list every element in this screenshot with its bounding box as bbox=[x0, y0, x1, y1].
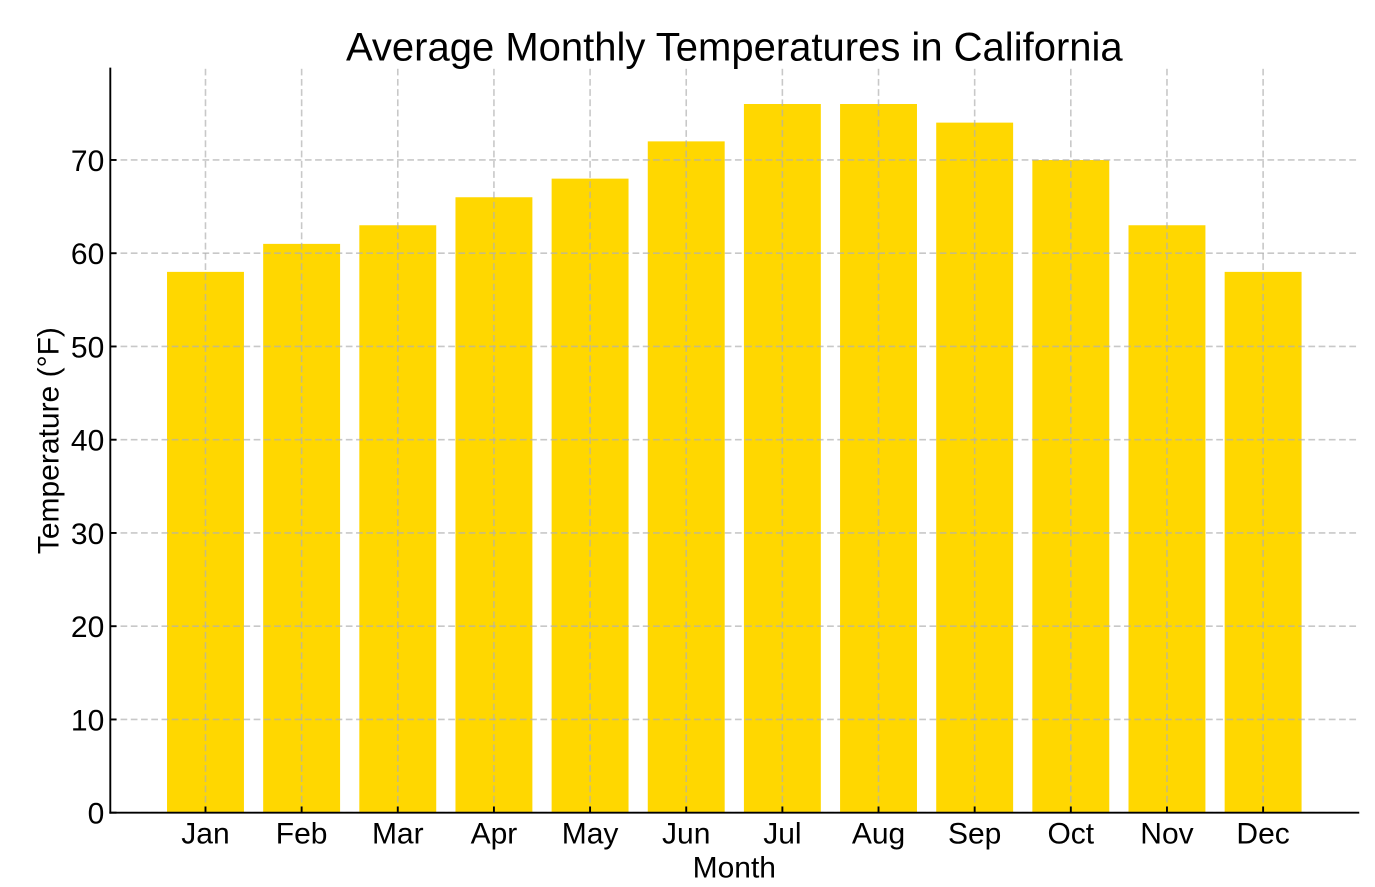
svg-text:Average Monthly Temperatures i: Average Monthly Temperatures in Californ… bbox=[346, 25, 1123, 69]
svg-text:Apr: Apr bbox=[471, 817, 518, 850]
svg-text:20: 20 bbox=[71, 611, 104, 644]
svg-text:0: 0 bbox=[88, 798, 105, 831]
svg-text:May: May bbox=[562, 817, 619, 850]
svg-text:Aug: Aug bbox=[852, 817, 905, 850]
svg-text:40: 40 bbox=[71, 425, 104, 458]
svg-text:60: 60 bbox=[71, 238, 104, 271]
svg-text:Jan: Jan bbox=[181, 817, 229, 850]
svg-text:70: 70 bbox=[71, 145, 104, 178]
svg-text:Dec: Dec bbox=[1236, 817, 1289, 850]
svg-text:Jul: Jul bbox=[763, 817, 801, 850]
svg-text:50: 50 bbox=[71, 331, 104, 364]
svg-text:Oct: Oct bbox=[1047, 817, 1094, 850]
svg-text:Month: Month bbox=[693, 851, 776, 884]
svg-text:Sep: Sep bbox=[948, 817, 1001, 850]
svg-text:Jun: Jun bbox=[662, 817, 710, 850]
svg-text:Feb: Feb bbox=[276, 817, 328, 850]
svg-text:30: 30 bbox=[71, 518, 104, 551]
svg-text:Temperature (°F): Temperature (°F) bbox=[33, 327, 66, 554]
svg-text:Mar: Mar bbox=[372, 817, 424, 850]
svg-text:10: 10 bbox=[71, 704, 104, 737]
svg-text:Nov: Nov bbox=[1140, 817, 1193, 850]
